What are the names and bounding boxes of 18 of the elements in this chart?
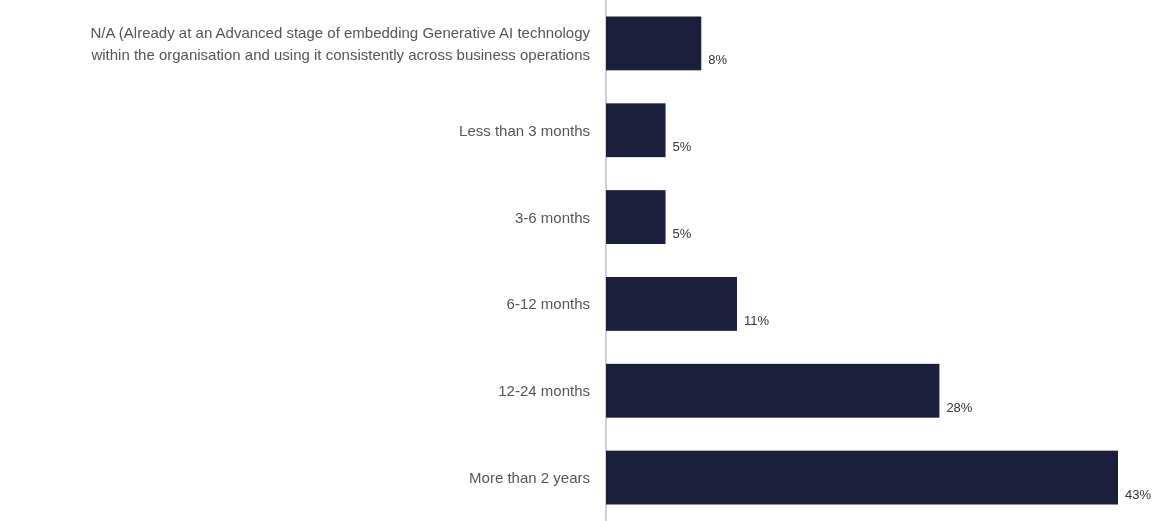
- bar: [606, 16, 702, 71]
- y-tick-label: Less than 3 months: [459, 121, 590, 139]
- data-label: 8%: [708, 52, 728, 68]
- y-tick-label: 3-6 months: [514, 208, 590, 226]
- y-tick-label: More than 2 years: [469, 469, 590, 487]
- bar: [606, 363, 940, 418]
- data-label: 28%: [946, 399, 973, 415]
- bar: [606, 190, 666, 244]
- y-tick-label: N/A (Already at an Advanced stage of embedding Generative AI technology within the organisation and using it consistently across business operations: [90, 23, 591, 63]
- data-label: 5%: [672, 139, 692, 155]
- bar: [606, 103, 666, 158]
- data-label: 11%: [743, 312, 770, 328]
- data-label: 5%: [672, 226, 692, 242]
- bar: [606, 277, 737, 331]
- y-tick-label: 6-12 months: [506, 295, 590, 313]
- data-label: 43%: [1125, 486, 1152, 502]
- bar: [606, 450, 1118, 505]
- y-tick-label: 12-24 months: [498, 382, 590, 400]
